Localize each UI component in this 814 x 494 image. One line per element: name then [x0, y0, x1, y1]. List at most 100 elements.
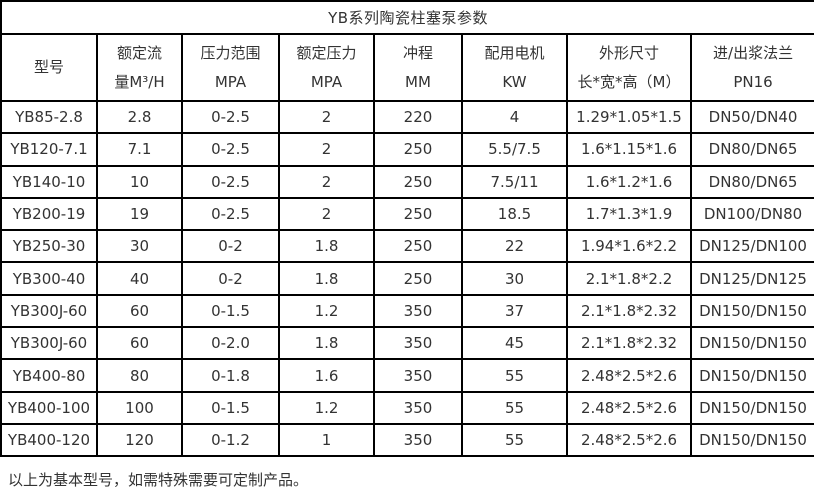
table-cell: 0-2.5: [181, 99, 280, 135]
header-pressure-range: 压力范围 MPA: [181, 33, 280, 102]
table-cell: 55: [461, 390, 568, 425]
table-cell: 250: [373, 132, 463, 167]
table-cell: 1.29*1.05*1.5: [566, 99, 692, 135]
table-cell: DN100/DN80: [689, 196, 814, 232]
table-cell: 4: [461, 99, 568, 135]
table-cell: 1.6: [278, 358, 375, 393]
table-cell: YB300J-60: [0, 326, 98, 361]
table-cell: 350: [373, 390, 463, 425]
table-cell: 100: [96, 390, 183, 425]
table-cell: 1.2: [278, 293, 375, 329]
table-cell: 0-1.5: [181, 293, 280, 329]
header-line: 长*宽*高（M）: [577, 72, 681, 91]
table-title: YB系列陶瓷柱塞泵参数: [0, 0, 814, 35]
table-cell: DN150/DN150: [689, 422, 814, 458]
table-cell: 0-2.5: [181, 196, 280, 232]
table-cell: 5.5/7.5: [461, 132, 568, 167]
table-cell: YB250-30: [0, 229, 98, 264]
table-cell: 1: [278, 422, 375, 458]
header-flange: 进/出浆法兰 PN16: [689, 33, 814, 102]
table-row: YB300-40 40 0-2 1.8 250 30 2.1*1.8*2.2 DN125/DN…: [0, 261, 814, 296]
table-row: YB400-100 100 0-1.5 1.2 350 55 2.48*2.5*2.6 DN1…: [0, 390, 814, 425]
table-cell: YB120-7.1: [0, 132, 98, 167]
table-cell: YB200-19: [0, 196, 98, 232]
table-cell: DN150/DN150: [689, 390, 814, 425]
table-row: YB200-19 19 0-2.5 2 250 18.5 1.7*1.3*1.9 DN100/…: [0, 196, 814, 232]
table-cell: 2.1*1.8*2.2: [566, 261, 692, 296]
table-cell: 0-2: [181, 229, 280, 264]
table-cell: 250: [373, 196, 463, 232]
table-cell: 250: [373, 164, 463, 199]
table-cell: 2.1*1.8*2.32: [566, 326, 692, 361]
table-cell: 1.8: [278, 261, 375, 296]
table-cell: 45: [461, 326, 568, 361]
table-cell: 350: [373, 422, 463, 458]
table-row: YB300J-60 60 0-2.0 1.8 350 45 2.1*1.8*2.32 DN15…: [0, 326, 814, 361]
table-body: YB85-2.8 2.8 0-2.5 2 220 4 1.29*1.05*1.5 DN50/D…: [0, 99, 814, 458]
footer-note: 以上为基本型号，如需特殊需要可定制产品。: [8, 471, 309, 490]
header-line: KW: [502, 72, 527, 91]
table-cell: 350: [373, 326, 463, 361]
table-cell: YB300J-60: [0, 293, 98, 329]
table-cell: 2: [278, 164, 375, 199]
table-cell: DN80/DN65: [689, 164, 814, 199]
header-line: MPA: [310, 72, 343, 91]
header-line: 额定压力: [296, 43, 357, 62]
header-line: 量M³/H: [114, 72, 165, 91]
table-cell: 1.6*1.15*1.6: [566, 132, 692, 167]
table-cell: YB400-120: [0, 422, 98, 458]
table-cell: 80: [96, 358, 183, 393]
table-cell: 1.6*1.2*1.6: [566, 164, 692, 199]
table-cell: 22: [461, 229, 568, 264]
table-row: YB400-80 80 0-1.8 1.6 350 55 2.48*2.5*2.6 DN150…: [0, 358, 814, 393]
table-row: YB120-7.1 7.1 0-2.5 2 250 5.5/7.5 1.6*1.15*1.6…: [0, 132, 814, 167]
table-cell: 55: [461, 358, 568, 393]
table-cell: 2.48*2.5*2.6: [566, 422, 692, 458]
table-cell: 2: [278, 196, 375, 232]
table-row: YB250-30 30 0-2 1.8 250 22 1.94*1.6*2.2 DN125/D…: [0, 229, 814, 264]
header-line: MPA: [214, 72, 247, 91]
header-line: 压力范围: [200, 43, 261, 62]
table-cell: 120: [96, 422, 183, 458]
table-cell: 0-1.8: [181, 358, 280, 393]
table-cell: YB85-2.8: [0, 99, 98, 135]
table-cell: YB400-100: [0, 390, 98, 425]
header-line: 配用电机: [484, 43, 545, 62]
header-dimensions: 外形尺寸 长*宽*高（M）: [566, 33, 692, 102]
header-rated-flow: 额定流 量M³/H: [96, 33, 183, 102]
table-cell: 40: [96, 261, 183, 296]
table-row: YB300J-60 60 0-1.5 1.2 350 37 2.1*1.8*2.32 DN15…: [0, 293, 814, 329]
table-cell: DN125/DN125: [689, 261, 814, 296]
table-cell: 2: [278, 99, 375, 135]
header-rated-pressure: 额定压力 MPA: [278, 33, 375, 102]
table-cell: 7.1: [96, 132, 183, 167]
header-line: 外形尺寸: [598, 43, 659, 62]
table-cell: 37: [461, 293, 568, 329]
table-cell: DN80/DN65: [689, 132, 814, 167]
table-cell: DN150/DN150: [689, 326, 814, 361]
table-cell: 60: [96, 326, 183, 361]
table-cell: YB140-10: [0, 164, 98, 199]
table-cell: 2.8: [96, 99, 183, 135]
table-cell: 30: [96, 229, 183, 264]
table-cell: 350: [373, 293, 463, 329]
table-row: YB140-10 10 0-2.5 2 250 7.5/11 1.6*1.2*1.6 DN80…: [0, 164, 814, 199]
table-cell: 1.7*1.3*1.9: [566, 196, 692, 232]
table-cell: 250: [373, 261, 463, 296]
table-cell: DN50/DN40: [689, 99, 814, 135]
table-cell: 2.48*2.5*2.6: [566, 358, 692, 393]
table-row: YB85-2.8 2.8 0-2.5 2 220 4 1.29*1.05*1.5 DN50/D…: [0, 99, 814, 135]
table-row: YB400-120 120 0-1.2 1 350 55 2.48*2.5*2.6 DN150…: [0, 422, 814, 458]
table-cell: 0-1.5: [181, 390, 280, 425]
header-model: 型号: [0, 33, 98, 102]
header-motor-power: 配用电机 KW: [461, 33, 568, 102]
table-title-row: YB系列陶瓷柱塞泵参数: [0, 0, 814, 35]
header-line: 额定流: [116, 43, 162, 62]
table-cell: YB300-40: [0, 261, 98, 296]
table-cell: YB400-80: [0, 358, 98, 393]
table-cell: 2: [278, 132, 375, 167]
table-cell: 30: [461, 261, 568, 296]
table-cell: 0-2.5: [181, 132, 280, 167]
pump-spec-table: YB系列陶瓷柱塞泵参数 型号 额定流 量M³/H 压力范围 MPA 额定压力 M…: [0, 0, 814, 458]
table-cell: 2.1*1.8*2.32: [566, 293, 692, 329]
